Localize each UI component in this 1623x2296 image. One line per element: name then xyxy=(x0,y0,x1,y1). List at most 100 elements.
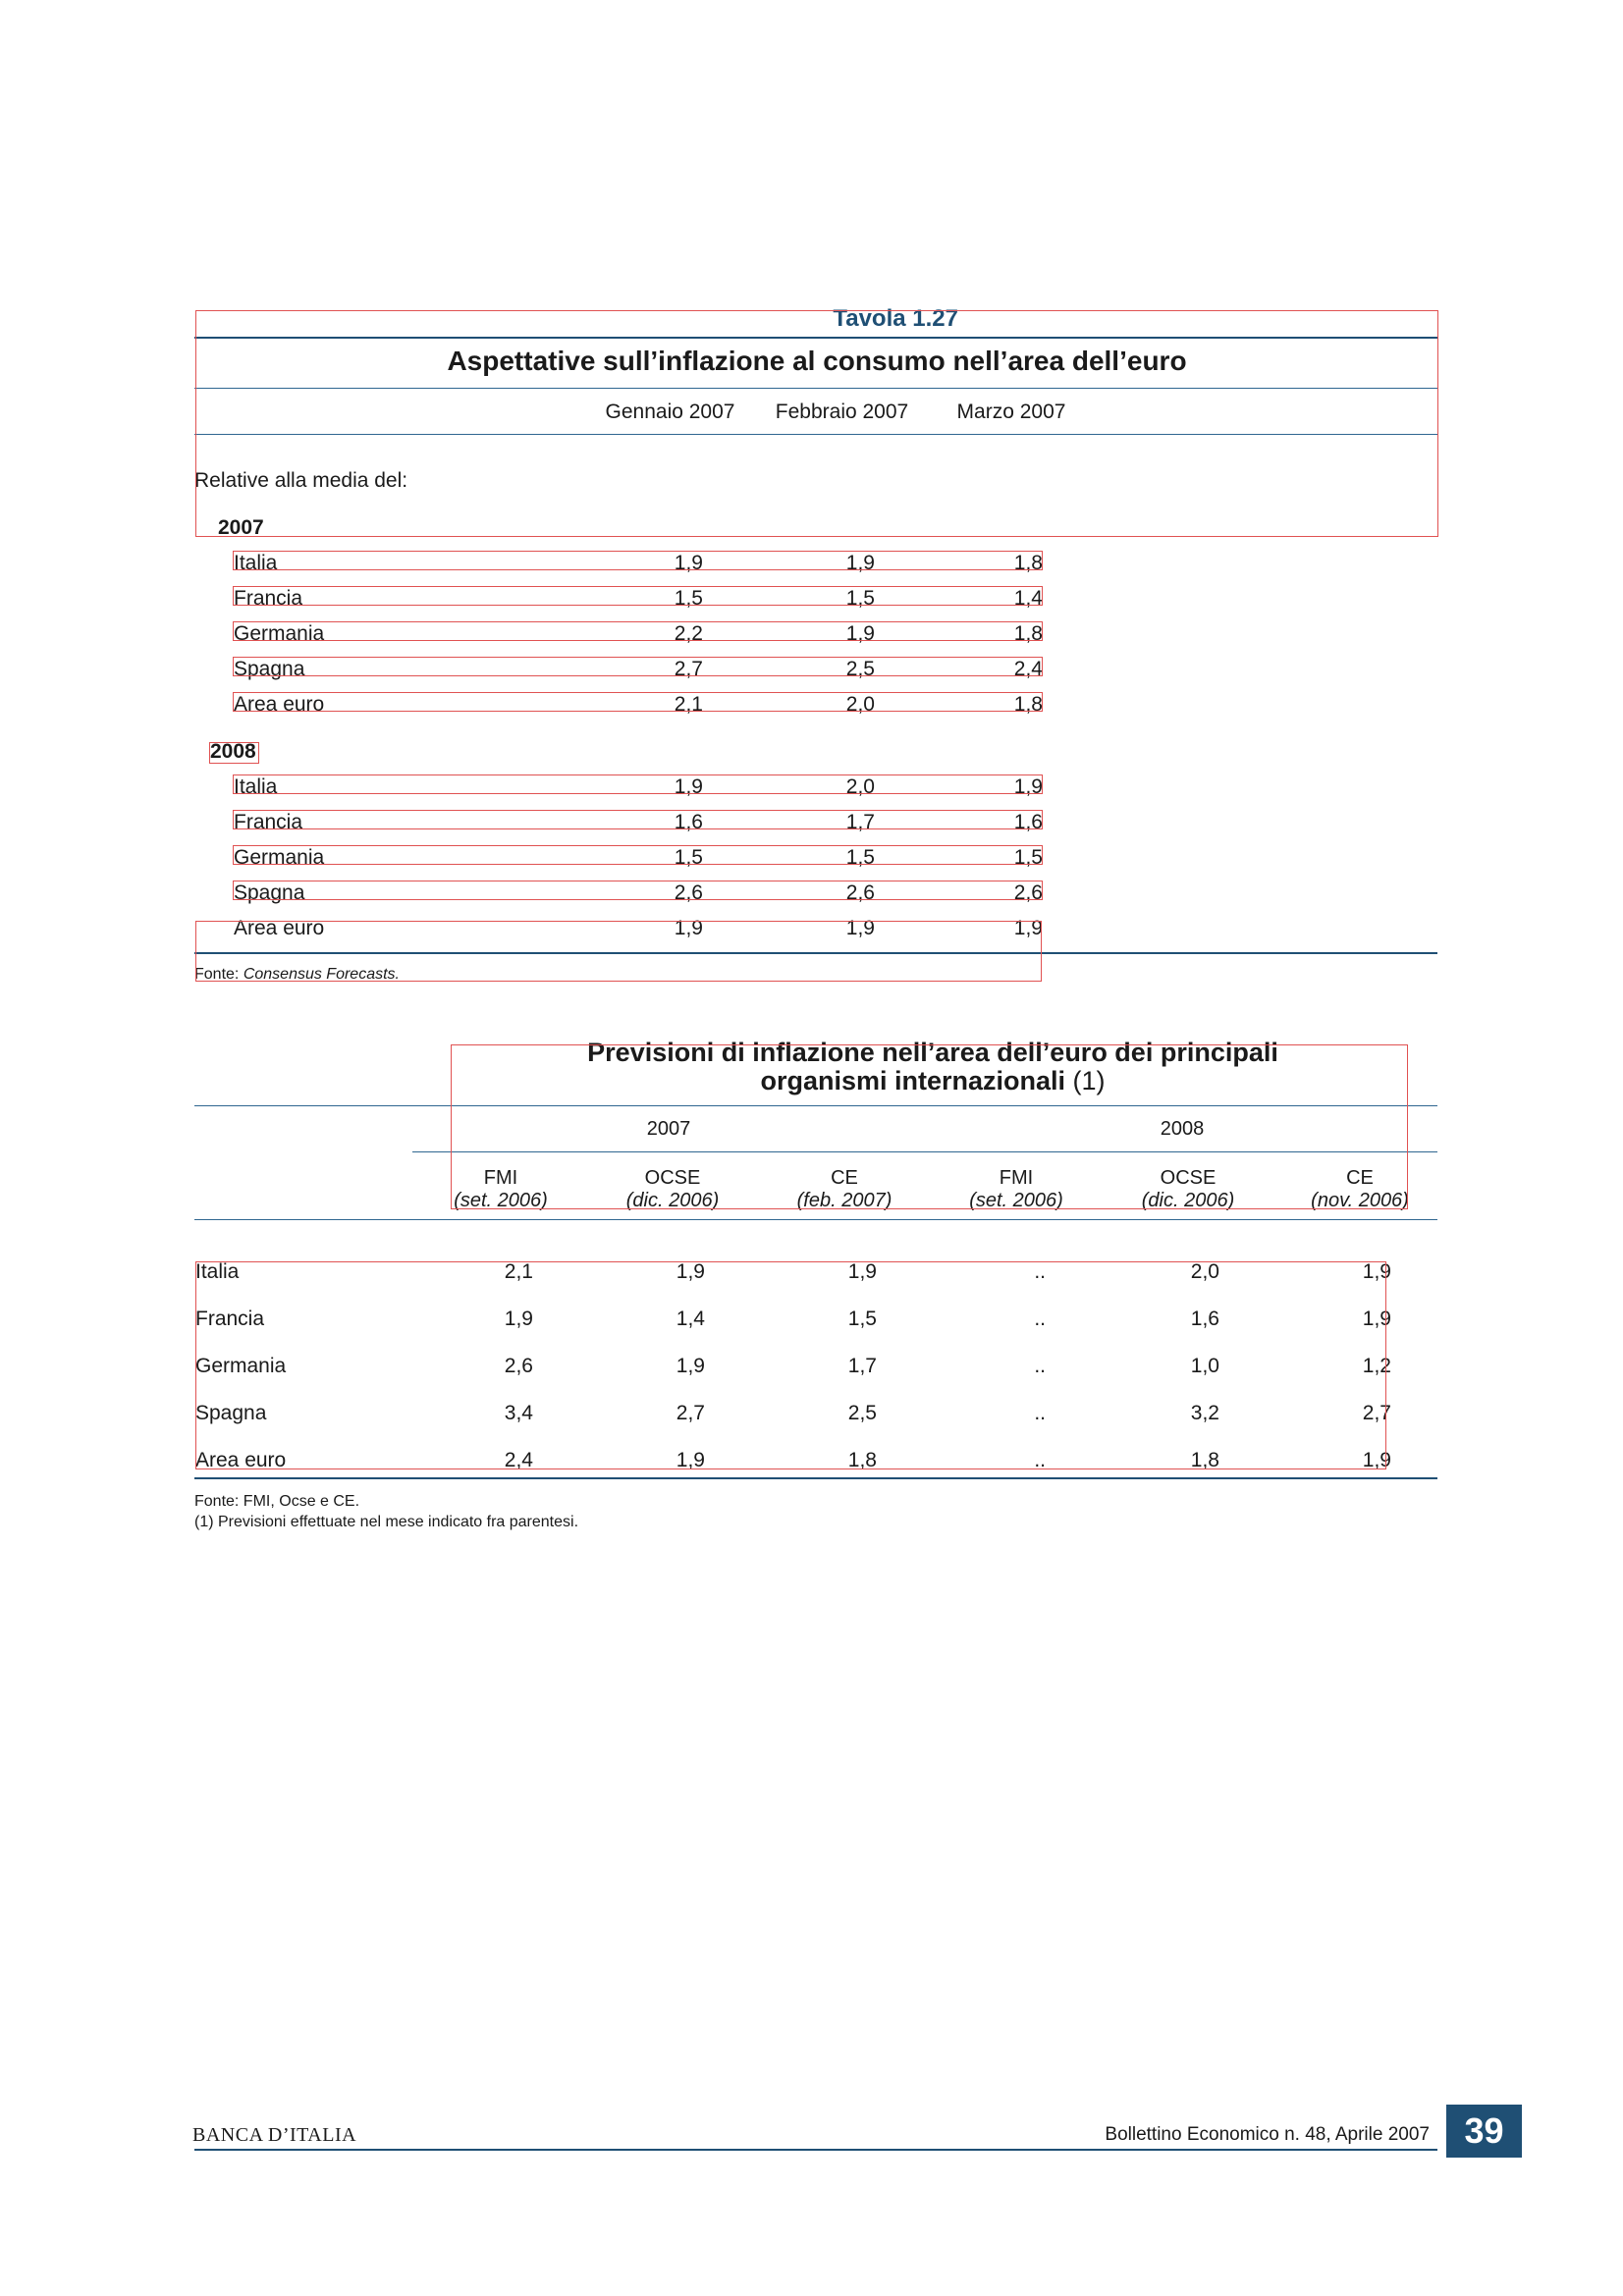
table2-cell: 1,7 xyxy=(847,1355,877,1377)
table2-cell: 1,9 xyxy=(1362,1308,1391,1330)
table2-cell: 3,2 xyxy=(1190,1402,1219,1424)
table2-title-line2-wrap: organismi internazionali (1) xyxy=(452,1067,1414,1095)
table2-title-line1: Previsioni di inflazione nell’area dell’… xyxy=(587,1038,1278,1067)
org-name: FMI xyxy=(999,1167,1034,1189)
table2-cell: .. xyxy=(1034,1402,1046,1424)
table2-org-header: FMI (set. 2006) xyxy=(417,1167,584,1212)
table2-source: Fonte: FMI, Ocse e CE. xyxy=(194,1493,360,1510)
table1-cell: 1,5 xyxy=(674,846,703,869)
table2-cell: 2,4 xyxy=(504,1449,533,1471)
table1-row-label: Germania xyxy=(234,846,325,869)
table1-year-2008: 2008 xyxy=(210,740,256,763)
table1-cell: 1,9 xyxy=(845,917,875,939)
table2-org-header: CE (nov. 2006) xyxy=(1276,1167,1443,1212)
table1-cell: 2,7 xyxy=(674,658,703,680)
table2-notes: Fonte: FMI, Ocse e CE. (1) Previsioni ef… xyxy=(194,1491,578,1532)
table2-cell: 1,9 xyxy=(676,1260,705,1283)
source-name: Consensus Forecasts. xyxy=(243,966,400,983)
table1-cell: 1,9 xyxy=(845,552,875,574)
org-name: OCSE xyxy=(644,1167,701,1189)
table1-bottom-rule xyxy=(194,952,1437,954)
table2-top-rule xyxy=(194,1105,1437,1106)
table2-title-note: (1) xyxy=(1065,1066,1106,1095)
table2-row-label: Francia xyxy=(195,1308,265,1330)
table1-cell: 1,5 xyxy=(845,587,875,610)
table1-row-label: Spagna xyxy=(234,881,305,904)
table1-row-label: Area euro xyxy=(234,693,325,716)
table1-row-label: Francia xyxy=(234,811,303,833)
table1-title: Aspettative sull’inflazione al consumo n… xyxy=(447,346,1187,376)
table2-title: Previsioni di inflazione nell’area dell’… xyxy=(452,1039,1414,1095)
footer-publisher: BANCA D’ITALIA xyxy=(192,2124,357,2146)
table-number: Tavola 1.27 xyxy=(833,305,958,332)
table2-cell: 3,4 xyxy=(504,1402,533,1424)
table2-year-rule xyxy=(412,1151,1437,1152)
footer-publication: Bollettino Economico n. 48, Aprile 2007 xyxy=(1105,2124,1430,2145)
table1-cell: 1,5 xyxy=(845,846,875,869)
table2-cell: 1,9 xyxy=(504,1308,533,1330)
table2-year-2007: 2007 xyxy=(646,1118,691,1140)
table1-source: Fonte: Consensus Forecasts. xyxy=(194,966,400,984)
table2-cell: 1,8 xyxy=(1190,1449,1219,1471)
table2-year-2008: 2008 xyxy=(1160,1118,1205,1140)
table1-cell: 1,9 xyxy=(674,775,703,798)
table1-col-gennaio: Gennaio 2007 xyxy=(605,400,735,423)
table2-cell: 2,6 xyxy=(504,1355,533,1377)
table1-row-label: Spagna xyxy=(234,658,305,680)
table2-org-header: FMI (set. 2006) xyxy=(933,1167,1100,1212)
table2-cell: 1,8 xyxy=(847,1449,877,1471)
table2-cell: 2,7 xyxy=(676,1402,705,1424)
table2-row-label: Area euro xyxy=(195,1449,287,1471)
table2-cell: 1,6 xyxy=(1190,1308,1219,1330)
table2-bottom-rule xyxy=(194,1477,1437,1479)
table2-cell: 1,0 xyxy=(1190,1355,1219,1377)
table2-cell: 1,9 xyxy=(1362,1449,1391,1471)
table1-cell: 1,9 xyxy=(1013,775,1043,798)
org-date: (dic. 2006) xyxy=(625,1190,720,1211)
table1-header-rule xyxy=(194,388,1437,389)
table1-intro: Relative alla media del: xyxy=(194,469,408,492)
table2-cell: .. xyxy=(1034,1260,1046,1283)
table1-cell: 1,7 xyxy=(845,811,875,833)
org-date: (nov. 2006) xyxy=(1311,1190,1409,1211)
table1-cell: 2,0 xyxy=(845,693,875,716)
table1-row-label: Area euro xyxy=(234,917,325,939)
table2-header-rule xyxy=(194,1219,1437,1220)
table2-title-line2: organismi internazionali xyxy=(760,1066,1066,1095)
table1-col-febbraio: Febbraio 2007 xyxy=(775,400,909,423)
table2-cell: .. xyxy=(1034,1308,1046,1330)
table1-cell: 1,9 xyxy=(674,552,703,574)
table2-cell: 1,9 xyxy=(1362,1260,1391,1283)
org-name: FMI xyxy=(483,1167,518,1189)
table2-cell: 1,9 xyxy=(676,1449,705,1471)
table2-cell: 2,0 xyxy=(1190,1260,1219,1283)
org-date: (set. 2006) xyxy=(969,1190,1063,1211)
table1-cell: 1,4 xyxy=(1013,587,1043,610)
footer-rule xyxy=(194,2149,1437,2151)
org-name: CE xyxy=(831,1167,858,1189)
table1-cell: 1,6 xyxy=(1013,811,1043,833)
table1-cell: 1,5 xyxy=(674,587,703,610)
table2-cell: 1,4 xyxy=(676,1308,705,1330)
table2-footnote: (1) Previsioni effettuate nel mese indic… xyxy=(194,1514,579,1530)
table1-row-label: Germania xyxy=(234,622,325,645)
table2-cell: 1,2 xyxy=(1362,1355,1391,1377)
table2-cell: 2,1 xyxy=(504,1260,533,1283)
table2-cell: .. xyxy=(1034,1449,1046,1471)
table2-cell: 2,7 xyxy=(1362,1402,1391,1424)
table2-cell: 1,5 xyxy=(847,1308,877,1330)
table1-row-label: Italia xyxy=(234,775,278,798)
table1-col-marzo: Marzo 2007 xyxy=(956,400,1066,423)
table1-cell: 2,6 xyxy=(674,881,703,904)
table1-cell: 2,6 xyxy=(1013,881,1043,904)
table2-row-label: Spagna xyxy=(195,1402,267,1424)
table1-cell: 2,6 xyxy=(845,881,875,904)
table1-top-rule xyxy=(194,337,1437,339)
table2-org-header: OCSE (dic. 2006) xyxy=(1105,1167,1271,1212)
table1-cell: 1,8 xyxy=(1013,693,1043,716)
table2-cell: 1,9 xyxy=(847,1260,877,1283)
table1-row-label: Italia xyxy=(234,552,278,574)
table1-row-label: Francia xyxy=(234,587,303,610)
table2-cell: 1,9 xyxy=(676,1355,705,1377)
table2-row-label: Italia xyxy=(195,1260,240,1283)
